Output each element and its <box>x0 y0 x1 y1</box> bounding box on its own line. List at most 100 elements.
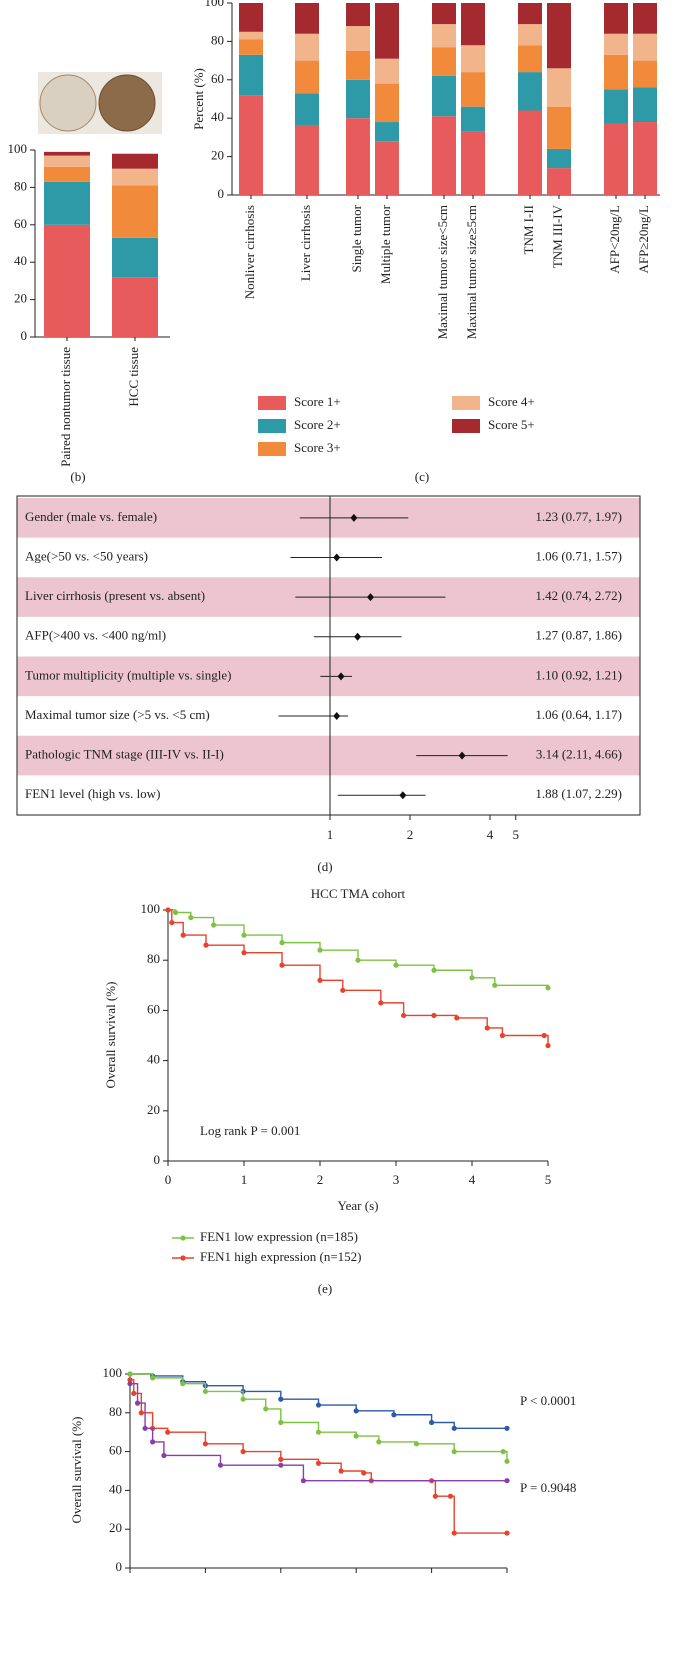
bar-segment <box>239 54 263 96</box>
legend-dot <box>180 1255 186 1261</box>
censor-point <box>504 1458 510 1464</box>
censor-point <box>142 1425 148 1431</box>
censor-point <box>338 1468 344 1474</box>
censor-point <box>492 982 498 988</box>
bar-segment <box>346 3 370 27</box>
value-label: 1.06 (0.64, 1.17) <box>535 707 622 722</box>
x-tick-label: Multiple tumor <box>378 204 393 284</box>
tissue-core <box>39 74 97 132</box>
censor-point <box>241 950 247 956</box>
row-label: Liver cirrhosis (present vs. absent) <box>25 588 205 603</box>
hazard-ratio-point <box>350 513 358 522</box>
x-tick-label: Paired nontumor tissue <box>58 347 73 467</box>
censor-point <box>263 1406 269 1412</box>
y-tick-label: 60 <box>147 1001 160 1016</box>
x-tick-label: 4 <box>469 1172 476 1187</box>
bar-segment <box>375 83 399 123</box>
censor-point <box>317 977 323 983</box>
bar-segment <box>604 123 628 195</box>
x-tick-label: 1 <box>241 1172 248 1187</box>
censor-point <box>451 1449 457 1455</box>
row-label: AFP(>400 vs. <400 ng/ml) <box>25 628 166 643</box>
panel-label: (d) <box>317 859 332 874</box>
row-label: Age(>50 vs. <50 years) <box>25 548 148 563</box>
censor-point <box>165 907 171 913</box>
value-label: 1.27 (0.87, 1.86) <box>535 628 622 643</box>
censor-point <box>484 1025 490 1031</box>
x-tick-label: AFP<20ng/L <box>607 205 622 274</box>
bar-segment <box>604 3 628 34</box>
x-tick-label: 2 <box>317 1172 324 1187</box>
bar-segment <box>239 3 263 32</box>
bar-segment <box>295 33 319 61</box>
x-tick-label: 0 <box>165 1172 172 1187</box>
censor-point <box>451 1530 457 1536</box>
bar-segment <box>461 131 485 195</box>
annotation: P = 0.9048 <box>520 1480 576 1495</box>
bar-segment <box>44 224 90 337</box>
bar-segment <box>432 3 456 25</box>
bar-segment <box>112 153 158 169</box>
censor-point <box>240 1396 246 1402</box>
censor-point <box>173 909 179 916</box>
annotation: Log rank P = 0.001 <box>200 1123 300 1138</box>
y-tick-label: 100 <box>8 141 28 156</box>
bar-segment <box>295 93 319 126</box>
row-label: FEN1 level (high vs. low) <box>25 786 160 801</box>
tissue-core <box>98 74 156 132</box>
censor-point <box>499 1032 505 1039</box>
censor-point <box>202 1388 208 1395</box>
censor-point <box>315 1402 322 1408</box>
censor-point <box>500 1449 506 1455</box>
bar-segment <box>604 54 628 90</box>
censor-point <box>545 985 551 991</box>
legend-label: FEN1 high expression (n=152) <box>200 1249 362 1264</box>
censor-point <box>203 942 209 948</box>
value-label: 1.88 (1.07, 2.29) <box>535 786 622 801</box>
y-tick-label: 60 <box>109 1443 122 1458</box>
legend-swatch <box>258 442 286 456</box>
censor-point <box>165 1429 171 1435</box>
y-tick-label: 80 <box>109 1404 122 1419</box>
x-tick-label: 5 <box>545 1172 552 1187</box>
hazard-ratio-point <box>458 751 466 760</box>
censor-point <box>131 1390 137 1396</box>
x-tick-label: 3 <box>393 1172 400 1187</box>
bar-segment <box>633 3 657 34</box>
value-label: 1.06 (0.71, 1.57) <box>535 548 622 563</box>
bar-segment <box>461 45 485 73</box>
bar-segment <box>461 72 485 107</box>
row-label: Gender (male vs. female) <box>25 509 157 524</box>
censor-point <box>217 1462 224 1468</box>
bar-segment <box>633 60 657 88</box>
bar-segment <box>432 75 456 117</box>
censor-point <box>127 1371 133 1377</box>
bar-segment <box>432 47 456 76</box>
y-tick-label: 60 <box>14 216 27 231</box>
hazard-ratio-point <box>337 672 345 681</box>
x-tick-label: AFP≥20ng/L <box>636 205 651 274</box>
censor-point <box>340 987 346 993</box>
bar-segment <box>432 24 456 48</box>
y-tick-label: 80 <box>147 951 160 966</box>
censor-point <box>127 1381 133 1387</box>
bar-segment <box>44 151 90 156</box>
censor-point <box>211 922 217 928</box>
x-tick-label: Single tumor <box>349 204 364 272</box>
censor-point <box>393 962 399 968</box>
x-tick-label: TNM III-IV <box>550 204 565 268</box>
censor-point <box>355 957 361 963</box>
censor-point <box>315 1429 322 1435</box>
row-label: Pathologic TNM stage (III-IV vs. II-I) <box>25 747 224 762</box>
bar-segment <box>518 72 542 111</box>
censor-point <box>150 1439 156 1445</box>
censor-point <box>391 1412 397 1418</box>
censor-point <box>127 1377 133 1383</box>
legend-dot <box>180 1235 186 1241</box>
panel-label: (b) <box>70 469 85 484</box>
y-tick-label: 100 <box>141 901 161 916</box>
bar-segment <box>239 31 263 40</box>
bar-segment <box>295 125 319 195</box>
y-axis-label: Percent (%) <box>191 68 206 130</box>
censor-point <box>241 932 247 938</box>
